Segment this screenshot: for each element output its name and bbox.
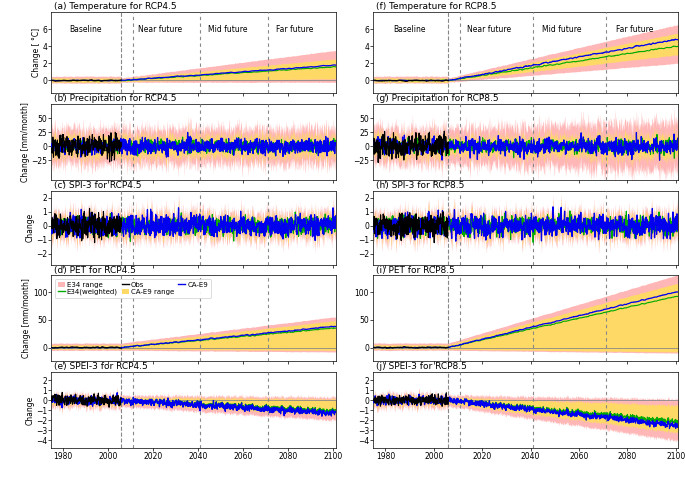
Text: Mid future: Mid future: [543, 25, 582, 33]
Text: (j) SPEI-3 for RCP8.5: (j) SPEI-3 for RCP8.5: [376, 362, 467, 371]
Y-axis label: Change [mm/month]: Change [mm/month]: [23, 278, 32, 358]
Y-axis label: Change [ °C]: Change [ °C]: [32, 28, 41, 78]
Text: Far future: Far future: [616, 25, 653, 33]
Text: (c) SPI-3 for RCP4.5: (c) SPI-3 for RCP4.5: [54, 181, 142, 190]
Y-axis label: Change: Change: [25, 396, 34, 425]
Text: (h) SPI-3 for RCP8.5: (h) SPI-3 for RCP8.5: [376, 181, 464, 190]
Text: Baseline: Baseline: [393, 25, 426, 33]
Text: (e) SPEI-3 for RCP4.5: (e) SPEI-3 for RCP4.5: [54, 362, 148, 371]
Y-axis label: Change [mm/month]: Change [mm/month]: [21, 102, 30, 182]
Text: (f) Temperature for RCP8.5: (f) Temperature for RCP8.5: [376, 2, 497, 11]
Text: Near future: Near future: [467, 25, 512, 33]
Text: (a) Temperature for RCP4.5: (a) Temperature for RCP4.5: [54, 2, 177, 11]
Text: Far future: Far future: [276, 25, 314, 33]
Legend: E34 range, E34(weighted), Obs, CA-E9 range, CA-E9: E34 range, E34(weighted), Obs, CA-E9 ran…: [55, 279, 211, 298]
Text: (b) Precipitation for RCP4.5: (b) Precipitation for RCP4.5: [54, 94, 177, 103]
Text: (g) Precipitation for RCP8.5: (g) Precipitation for RCP8.5: [376, 94, 499, 103]
Y-axis label: Change: Change: [26, 213, 35, 243]
Text: (i) PET for RCP8.5: (i) PET for RCP8.5: [376, 266, 456, 274]
Text: Baseline: Baseline: [69, 25, 101, 33]
Text: (d) PET for RCP4.5: (d) PET for RCP4.5: [54, 266, 136, 274]
Text: Near future: Near future: [138, 25, 182, 33]
Text: Mid future: Mid future: [208, 25, 247, 33]
